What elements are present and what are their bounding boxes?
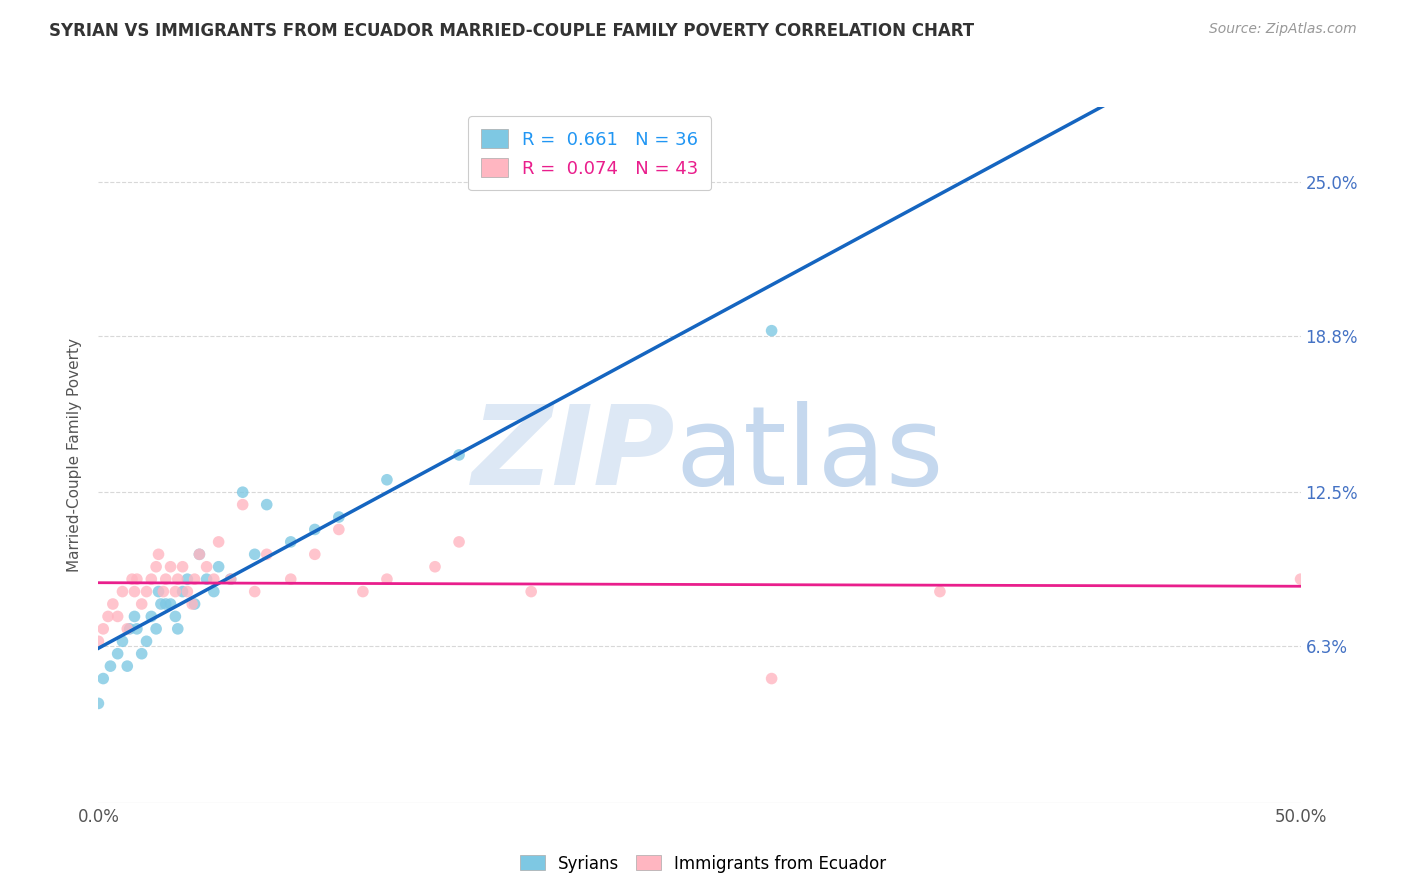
Point [328,523,350,537]
Point [152,584,174,599]
Point [165,609,187,624]
Legend: R =  0.661   N = 36, R =  0.074   N = 43: R = 0.661 N = 36, R = 0.074 N = 43 [468,116,711,190]
Point [188,547,211,561]
Point [172,559,194,574]
Point [125,572,148,586]
Point [232,498,254,512]
Text: Source: ZipAtlas.com: Source: ZipAtlas.com [1209,22,1357,37]
Point [107,609,129,624]
Point [520,584,543,599]
Point [159,559,181,574]
Point [87,634,110,648]
Point [761,324,783,338]
Point [117,659,139,673]
Point [208,559,231,574]
Point [928,584,950,599]
Point [141,609,163,624]
Point [131,647,153,661]
Point [87,697,110,711]
Point [176,584,198,599]
Point [101,597,124,611]
Point [100,659,122,673]
Point [159,597,181,611]
Point [118,622,141,636]
Point [423,559,446,574]
Point [352,584,374,599]
Text: ZIP: ZIP [472,401,675,508]
Point [135,634,157,648]
Point [166,622,188,636]
Point [91,622,114,636]
Point [155,572,177,586]
Point [148,547,170,561]
Text: atlas: atlas [675,401,943,508]
Y-axis label: Married-Couple Family Poverty: Married-Couple Family Poverty [67,338,83,572]
Point [188,547,211,561]
Point [181,597,204,611]
Point [145,622,167,636]
Point [91,672,114,686]
Point [195,559,218,574]
Point [1289,572,1312,586]
Point [148,584,170,599]
Point [124,584,146,599]
Point [202,584,225,599]
Point [141,572,163,586]
Legend: Syrians, Immigrants from Ecuador: Syrians, Immigrants from Ecuador [513,848,893,880]
Point [183,597,205,611]
Point [202,572,225,586]
Point [145,559,167,574]
Point [761,672,783,686]
Point [256,547,278,561]
Point [149,597,172,611]
Point [243,547,266,561]
Point [375,572,398,586]
Point [125,622,148,636]
Point [195,572,218,586]
Point [111,584,134,599]
Point [107,647,129,661]
Point [447,448,470,462]
Point [124,609,146,624]
Point [219,572,242,586]
Point [208,535,231,549]
Point [304,523,326,537]
Point [166,572,188,586]
Point [447,535,470,549]
Point [375,473,398,487]
Point [111,634,134,648]
Point [155,597,177,611]
Point [232,485,254,500]
Point [304,547,326,561]
Point [219,572,242,586]
Text: SYRIAN VS IMMIGRANTS FROM ECUADOR MARRIED-COUPLE FAMILY POVERTY CORRELATION CHAR: SYRIAN VS IMMIGRANTS FROM ECUADOR MARRIE… [49,22,974,40]
Point [280,535,302,549]
Point [243,584,266,599]
Point [172,584,194,599]
Point [176,572,198,586]
Point [131,597,153,611]
Point [165,584,187,599]
Point [135,584,157,599]
Point [121,572,143,586]
Point [328,510,350,524]
Point [183,572,205,586]
Point [117,622,139,636]
Point [280,572,302,586]
Point [97,609,120,624]
Point [256,498,278,512]
